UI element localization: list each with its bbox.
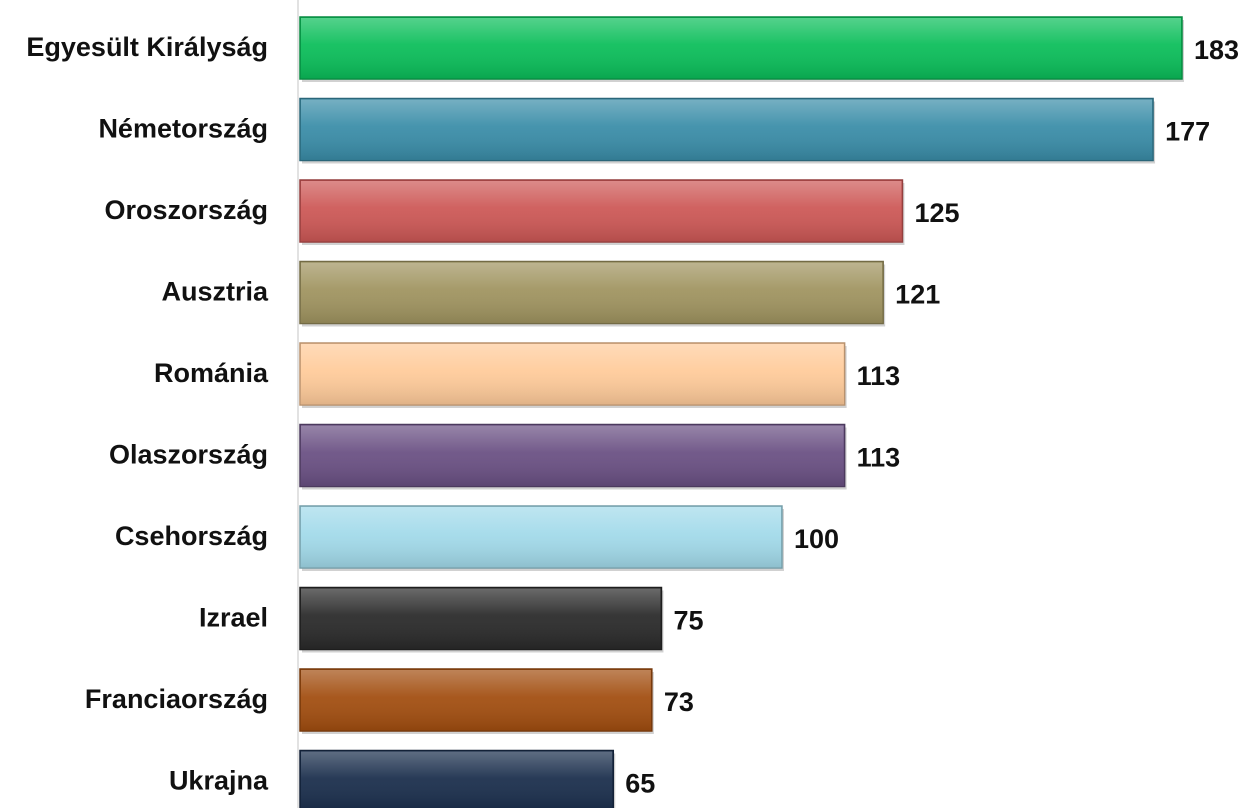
bar-highlight (301, 588, 661, 649)
value-label: 183 (1194, 35, 1239, 65)
category-label: Németország (98, 114, 268, 144)
bar-highlight (301, 425, 844, 486)
category-label: Franciaország (85, 684, 268, 714)
bar-highlight (301, 751, 613, 808)
value-label: 125 (914, 198, 959, 228)
category-label: Csehország (115, 521, 268, 551)
bar-highlight (301, 99, 1153, 160)
bar-highlight (301, 18, 1181, 78)
category-label: Olaszország (109, 440, 268, 470)
category-label: Oroszország (104, 195, 268, 225)
value-label: 113 (857, 361, 901, 391)
bar-highlight (301, 670, 651, 730)
category-label: Ukrajna (169, 766, 269, 796)
bars-layer: Egyesült Királyság 183 Németország 177 Orosz… (26, 16, 1239, 808)
value-label: 121 (895, 280, 940, 310)
bar-highlight (301, 507, 781, 567)
bar-highlight (301, 262, 883, 323)
value-label: 113 (857, 443, 901, 473)
category-label: Ausztria (161, 277, 269, 307)
category-label: Egyesült Királyság (26, 32, 268, 62)
value-label: 65 (625, 769, 655, 799)
category-label: Izrael (199, 603, 268, 633)
value-label: 73 (664, 687, 694, 717)
value-label: 177 (1165, 117, 1210, 147)
bar-highlight (301, 181, 902, 241)
value-label: 100 (794, 524, 839, 554)
bar-highlight (301, 344, 844, 404)
value-label: 75 (673, 606, 703, 636)
category-label: Románia (154, 358, 269, 388)
